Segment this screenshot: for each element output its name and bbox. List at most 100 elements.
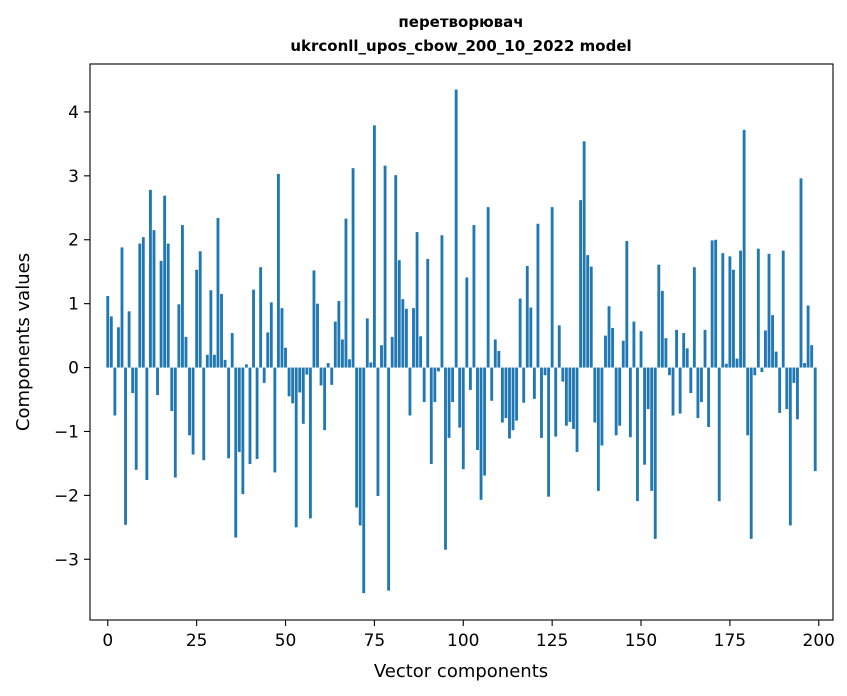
bar — [760, 367, 764, 373]
bar — [724, 363, 728, 368]
bar — [127, 311, 131, 368]
bar — [632, 321, 636, 368]
bar — [799, 178, 803, 368]
bar — [614, 367, 618, 436]
bar — [454, 89, 458, 368]
bar — [756, 248, 760, 368]
bar — [298, 367, 302, 393]
bar — [550, 207, 554, 368]
bar — [372, 125, 376, 368]
bar — [173, 367, 177, 478]
bar — [308, 367, 312, 519]
bar — [177, 304, 181, 368]
bar — [230, 333, 234, 368]
bar — [248, 367, 252, 465]
bar — [188, 367, 191, 436]
bar — [653, 367, 657, 539]
bar — [596, 367, 600, 491]
bar — [771, 315, 774, 368]
y-tick-label: −1 — [54, 422, 79, 442]
bar — [422, 367, 426, 403]
bar — [490, 367, 494, 401]
bar — [600, 367, 604, 446]
bar — [316, 303, 319, 368]
bar — [778, 367, 782, 413]
bar — [625, 241, 629, 368]
bar — [383, 165, 387, 368]
bar — [227, 367, 231, 459]
bar — [397, 260, 401, 368]
bar — [252, 289, 255, 368]
bar — [639, 331, 643, 368]
bar — [319, 367, 323, 386]
bar — [781, 250, 785, 368]
bar — [447, 367, 451, 438]
bar — [273, 367, 277, 473]
bar — [213, 354, 216, 368]
bar — [500, 367, 504, 423]
bar — [170, 367, 174, 412]
bar — [675, 329, 678, 368]
bar — [529, 307, 533, 368]
bar — [131, 367, 135, 394]
bar — [735, 358, 739, 368]
bar — [671, 367, 675, 416]
bar — [330, 367, 334, 385]
bar — [376, 367, 380, 497]
bar — [106, 295, 110, 368]
bar — [205, 354, 209, 368]
bar — [216, 218, 220, 368]
bar — [444, 367, 447, 550]
y-tick-label: 3 — [68, 167, 79, 187]
bar — [408, 367, 412, 416]
bar — [650, 367, 654, 491]
bar — [433, 367, 437, 403]
bar — [689, 367, 693, 394]
bar — [326, 363, 330, 368]
bar — [109, 316, 113, 368]
bars-group — [106, 89, 817, 594]
bar — [579, 200, 583, 368]
bar — [287, 367, 291, 397]
bar — [476, 367, 479, 450]
bar — [497, 350, 501, 368]
bar — [621, 340, 625, 368]
bar — [276, 173, 280, 368]
bar — [149, 189, 152, 368]
bar — [138, 243, 142, 368]
bar — [728, 256, 732, 368]
bar — [387, 367, 391, 591]
bar — [394, 175, 398, 368]
bar — [141, 237, 145, 368]
bar — [340, 339, 344, 368]
bar — [532, 367, 536, 399]
bar — [113, 367, 117, 416]
bar — [593, 367, 597, 423]
bar — [294, 367, 298, 528]
bar — [628, 367, 632, 438]
x-tick-label: 150 — [625, 631, 657, 651]
bar — [753, 367, 757, 376]
bar — [611, 327, 615, 368]
bar — [774, 351, 778, 368]
bar — [568, 367, 572, 422]
chart-title-line-2: ukrconll_upos_cbow_200_10_2022 model — [290, 37, 631, 55]
bar — [305, 367, 309, 375]
y-axis-label: Components values — [13, 253, 34, 431]
bar — [561, 367, 565, 382]
bar — [540, 367, 543, 438]
y-tick-label: 2 — [68, 231, 79, 251]
x-tick-label: 25 — [186, 631, 208, 651]
bar — [369, 362, 373, 368]
bar — [785, 367, 789, 410]
bar — [504, 367, 508, 419]
bar — [543, 367, 547, 376]
bar — [120, 247, 124, 368]
bar — [732, 269, 735, 368]
bar — [589, 266, 593, 368]
bar — [678, 367, 682, 414]
bar — [486, 207, 490, 368]
